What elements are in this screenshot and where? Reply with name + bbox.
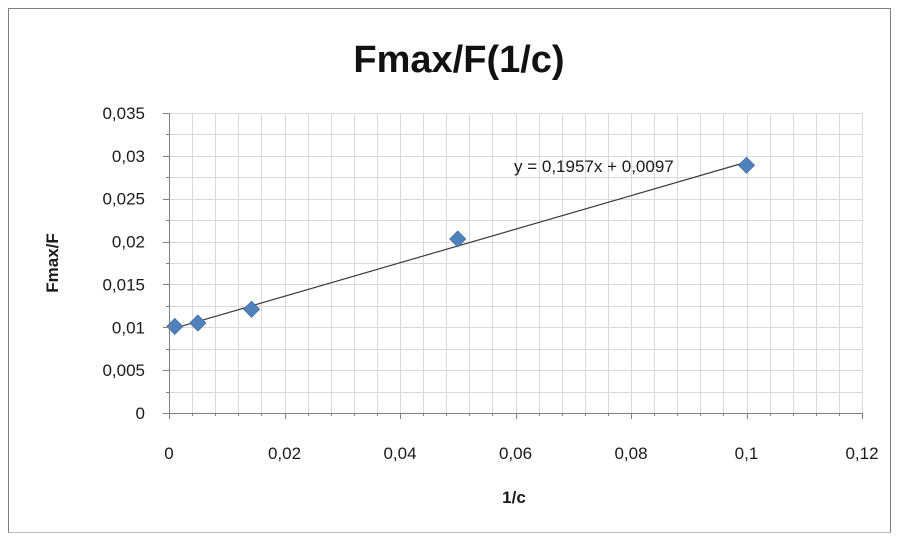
data-points [166,156,756,335]
y-tick-label: 0,03 [112,147,145,166]
y-tick-label: 0,01 [112,318,145,337]
data-point [243,300,261,318]
x-tick-label: 0,02 [268,444,301,463]
y-tick-label: 0,02 [112,233,145,252]
x-tick-label: 0,12 [845,444,878,463]
y-axis-title: Fmax/F [43,233,62,293]
y-tick-label: 0,005 [102,361,145,380]
y-tick-label: 0,025 [102,190,145,209]
x-tick-label: 0,08 [614,444,647,463]
y-tick-label: 0 [136,404,145,423]
chart-frame [8,8,891,533]
x-tick-label: 0 [164,444,173,463]
grid-lines [169,113,863,413]
y-tick-label: 0,015 [102,275,145,294]
y-tick-label: 0,035 [102,104,145,123]
chart-title: Fmax/F(1/c) [353,39,564,81]
data-point [449,230,467,248]
tick-labels: 0 0,02 0,04 0,06 0,08 0,1 0,12 0 0,005 0,01 0,015 0… [102,104,878,463]
x-axis-title: 1/c [502,488,526,507]
x-tick-label: 0,1 [735,444,759,463]
x-tick-label: 0,04 [383,444,416,463]
trendline-equation: y = 0,1957x + 0,0097 [514,157,674,176]
x-tick-label: 0,06 [499,444,532,463]
axes [163,113,863,419]
data-point [189,314,207,332]
data-point [737,156,756,174]
trendline-layer [174,161,747,329]
trendline [174,161,747,329]
